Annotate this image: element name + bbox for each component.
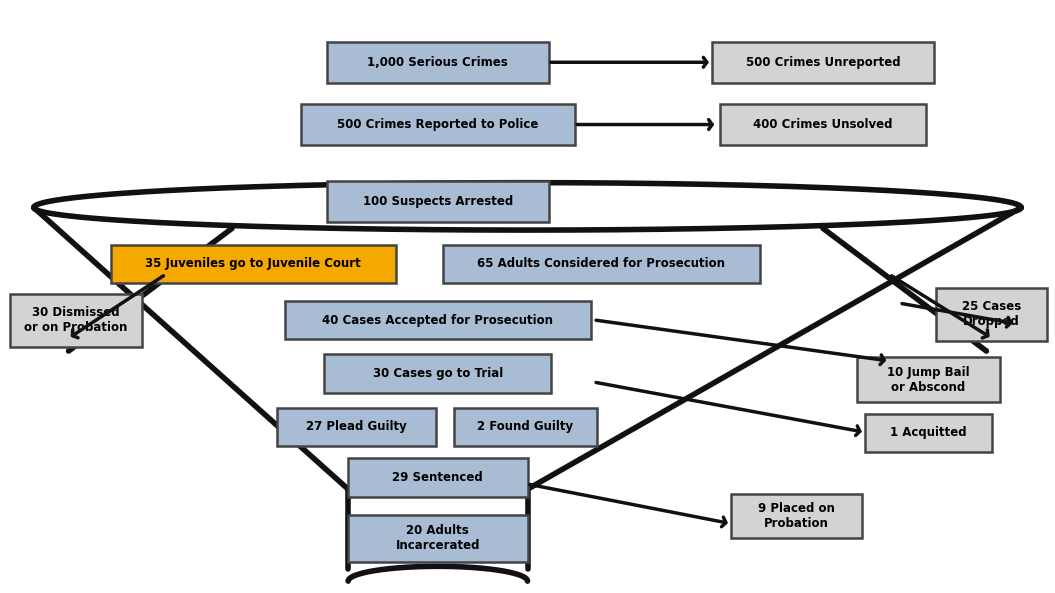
FancyBboxPatch shape <box>443 244 760 283</box>
FancyBboxPatch shape <box>327 42 549 83</box>
Text: 35 Juveniles go to Juvenile Court: 35 Juveniles go to Juvenile Court <box>146 257 361 270</box>
Text: 100 Suspects Arrested: 100 Suspects Arrested <box>363 195 513 208</box>
FancyBboxPatch shape <box>9 294 141 347</box>
FancyBboxPatch shape <box>937 288 1047 341</box>
Text: 40 Cases Accepted for Prosecution: 40 Cases Accepted for Prosecution <box>323 314 553 327</box>
FancyBboxPatch shape <box>111 244 396 283</box>
Text: 1 Acquitted: 1 Acquitted <box>890 426 966 439</box>
FancyBboxPatch shape <box>712 42 934 83</box>
FancyBboxPatch shape <box>857 357 1000 402</box>
FancyBboxPatch shape <box>455 408 597 446</box>
Text: 500 Crimes Reported to Police: 500 Crimes Reported to Police <box>338 118 538 131</box>
FancyBboxPatch shape <box>327 181 549 222</box>
FancyBboxPatch shape <box>301 104 575 145</box>
FancyBboxPatch shape <box>348 458 528 497</box>
FancyBboxPatch shape <box>285 301 591 339</box>
FancyBboxPatch shape <box>730 493 863 538</box>
Text: 27 Plead Guilty: 27 Plead Guilty <box>306 420 407 433</box>
FancyBboxPatch shape <box>865 414 992 452</box>
Text: 25 Cases
Dropped: 25 Cases Dropped <box>962 300 1021 329</box>
FancyBboxPatch shape <box>277 408 436 446</box>
Text: 20 Adults
Incarcerated: 20 Adults Incarcerated <box>396 524 480 553</box>
Text: 400 Crimes Unsolved: 400 Crimes Unsolved <box>753 118 893 131</box>
Text: 30 Cases go to Trial: 30 Cases go to Trial <box>372 367 503 380</box>
Text: 500 Crimes Unreported: 500 Crimes Unreported <box>746 56 900 69</box>
Text: 9 Placed on
Probation: 9 Placed on Probation <box>759 502 835 530</box>
Text: 30 Dismissed
or on Probation: 30 Dismissed or on Probation <box>24 306 128 334</box>
Text: 1,000 Serious Crimes: 1,000 Serious Crimes <box>367 56 509 69</box>
Text: 2 Found Guilty: 2 Found Guilty <box>477 420 574 433</box>
Text: 29 Sentenced: 29 Sentenced <box>392 471 483 484</box>
FancyBboxPatch shape <box>720 104 926 145</box>
Text: 10 Jump Bail
or Abscond: 10 Jump Bail or Abscond <box>887 365 970 394</box>
Text: 65 Adults Considered for Prosecution: 65 Adults Considered for Prosecution <box>477 257 726 270</box>
FancyBboxPatch shape <box>348 515 528 562</box>
FancyBboxPatch shape <box>325 355 551 393</box>
